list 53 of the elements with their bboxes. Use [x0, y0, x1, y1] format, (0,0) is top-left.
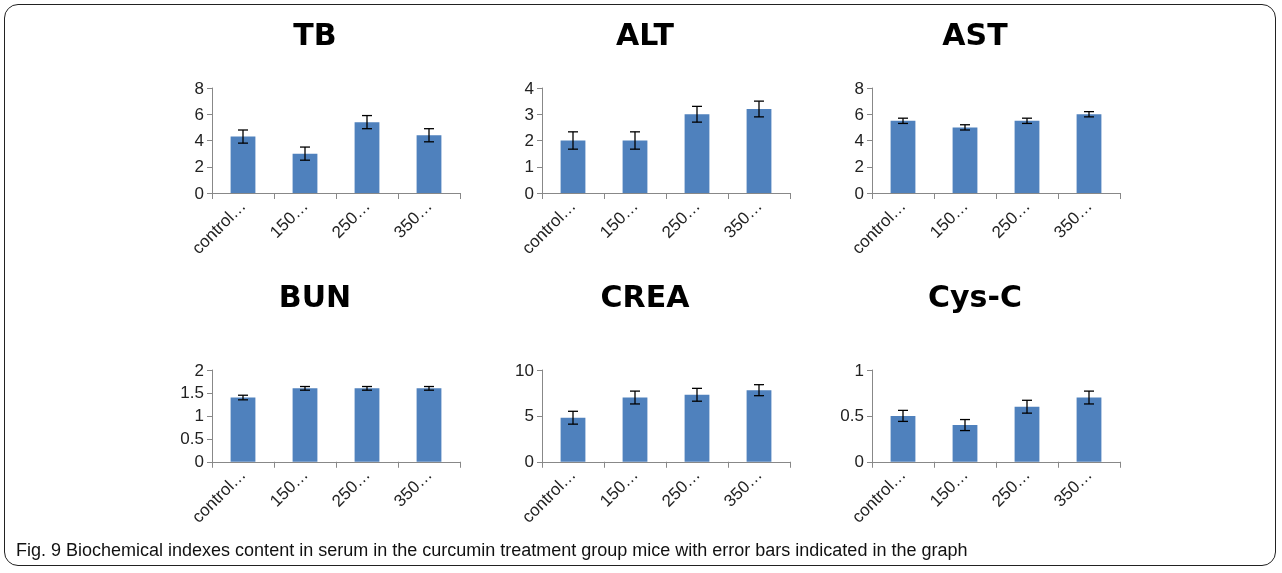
chart-title: AST [942, 16, 1009, 52]
bar [230, 136, 256, 193]
bar [684, 114, 710, 193]
bar [622, 140, 648, 193]
bar [890, 415, 916, 462]
bar [560, 140, 586, 193]
y-tick-label: 1 [854, 360, 864, 380]
bar [416, 135, 442, 193]
chart-title: Cys-C [928, 278, 1022, 314]
y-tick-label: 8 [194, 78, 204, 98]
bar [746, 390, 772, 462]
y-tick-label: 6 [194, 104, 204, 124]
y-tick-label: 6 [854, 104, 864, 124]
y-tick-label: 1 [194, 406, 204, 426]
bar [952, 425, 978, 462]
y-tick-label: 0.5 [180, 429, 204, 449]
chart-title: BUN [278, 278, 352, 314]
bar [1076, 114, 1102, 193]
y-tick-label: 8 [854, 78, 864, 98]
y-tick-label: 4 [854, 131, 864, 150]
y-tick-label: 10 [515, 360, 534, 380]
y-tick-label: 0.5 [840, 406, 864, 426]
bar [292, 153, 318, 193]
bar [746, 109, 772, 193]
bar [684, 394, 710, 462]
y-tick-label: 2 [854, 157, 864, 177]
y-tick-label: 1.5 [180, 383, 204, 403]
chart-title: TB [293, 16, 337, 52]
y-tick-label: 0 [524, 183, 534, 203]
y-tick-label: 3 [524, 104, 534, 124]
y-tick-label: 4 [194, 131, 204, 150]
chart-title: CREA [600, 278, 691, 314]
bar [622, 397, 648, 462]
bar [1014, 120, 1040, 193]
bar [890, 120, 916, 193]
caption: Fig. 9 Biochemical indexes content in serum in the curcumin treatment group mice with error bars indicated in the graph [16, 540, 968, 561]
bar [1014, 406, 1040, 462]
y-tick-label: 2 [524, 131, 534, 150]
y-tick-label: 0 [854, 183, 864, 203]
chart-title: ALT [616, 16, 675, 52]
y-tick-label: 4 [524, 78, 534, 98]
y-tick-label: 2 [194, 157, 204, 177]
y-tick-label: 1 [524, 157, 534, 177]
bar [952, 127, 978, 193]
y-tick-label: 0 [194, 452, 204, 472]
bar [1076, 397, 1102, 462]
y-tick-label: 0 [854, 452, 864, 472]
y-tick-label: 5 [524, 406, 534, 426]
y-tick-label: 0 [524, 452, 534, 472]
y-tick-label: 2 [194, 360, 204, 380]
y-tick-label: 0 [194, 183, 204, 203]
bar [560, 417, 586, 462]
bar [354, 122, 380, 193]
